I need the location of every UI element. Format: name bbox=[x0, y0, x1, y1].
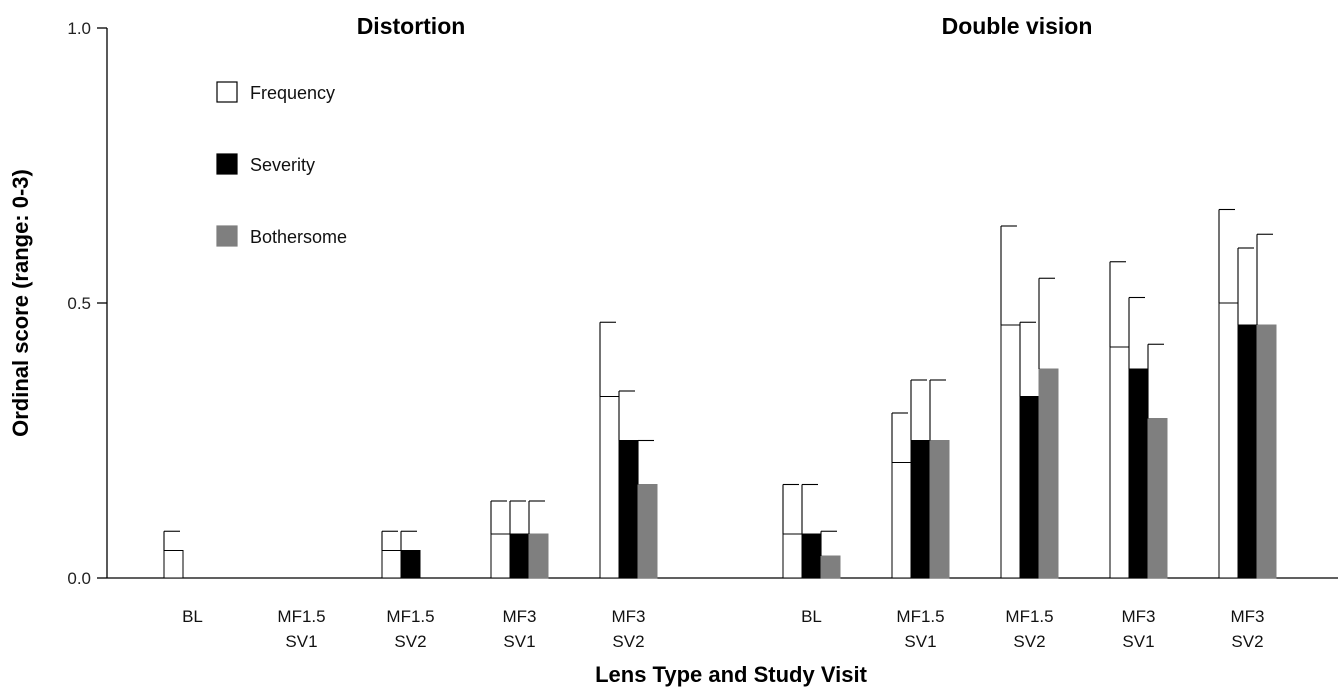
x-tick-label: SV2 bbox=[1013, 632, 1045, 651]
x-tick-label: SV2 bbox=[612, 632, 644, 651]
x-tick-label: SV1 bbox=[904, 632, 936, 651]
legend-label-severity: Severity bbox=[250, 155, 315, 175]
bars bbox=[163, 208, 1277, 579]
bar-distortion-frequency bbox=[599, 396, 620, 579]
bar-double-vision-bothersome bbox=[929, 440, 950, 579]
bar-distortion-bothersome bbox=[528, 533, 549, 579]
bar-double-vision-bothersome bbox=[1256, 324, 1277, 579]
x-tick-label: BL bbox=[801, 607, 822, 626]
x-tick-label: MF3 bbox=[503, 607, 537, 626]
bar-distortion-frequency bbox=[381, 550, 402, 579]
panel-title-double-vision: Double vision bbox=[942, 13, 1093, 39]
bar-double-vision-frequency bbox=[1000, 324, 1021, 579]
y-axis: 0.0 0.5 1.0 bbox=[67, 19, 108, 588]
y-tick-label: 0.0 bbox=[67, 569, 91, 588]
x-tick-label: SV1 bbox=[503, 632, 535, 651]
x-axis: BL MF1.5 SV1 MF1.5 SV2 MF3 SV1 MF3 SV2 BL MF1.5 SV1… bbox=[107, 577, 1338, 651]
bar-double-vision-frequency bbox=[891, 462, 912, 579]
y-tick-label: 1.0 bbox=[67, 19, 91, 38]
x-tick-label: BL bbox=[182, 607, 203, 626]
x-tick-label: SV1 bbox=[1122, 632, 1154, 651]
bar-distortion-severity bbox=[400, 550, 421, 579]
x-tick-label: MF1.5 bbox=[277, 607, 325, 626]
bar-distortion-bothersome bbox=[637, 484, 658, 579]
x-tick-label: MF1.5 bbox=[896, 607, 944, 626]
bar-double-vision-severity bbox=[1128, 368, 1149, 579]
x-tick-label: MF3 bbox=[612, 607, 646, 626]
bar-double-vision-frequency bbox=[1109, 346, 1130, 579]
panel-title-distortion: Distortion bbox=[357, 13, 466, 39]
legend-swatch-frequency bbox=[216, 81, 238, 103]
x-tick-label: MF1.5 bbox=[386, 607, 434, 626]
bar-double-vision-frequency bbox=[1218, 302, 1239, 579]
bar-double-vision-bothersome bbox=[1038, 368, 1059, 579]
x-tick-label: MF3 bbox=[1122, 607, 1156, 626]
y-tick-label: 0.5 bbox=[67, 294, 91, 313]
bar-double-vision-bothersome bbox=[820, 555, 841, 579]
bar-double-vision-severity bbox=[910, 440, 931, 579]
y-axis-label: Ordinal score (range: 0-3) bbox=[8, 169, 33, 437]
legend-swatch-severity bbox=[216, 153, 238, 175]
bar-double-vision-frequency bbox=[782, 533, 803, 579]
x-tick-label: MF3 bbox=[1231, 607, 1265, 626]
x-tick-label: SV2 bbox=[394, 632, 426, 651]
legend-swatch-bothersome bbox=[216, 225, 238, 247]
bar-double-vision-severity bbox=[1237, 324, 1258, 579]
bar-distortion-frequency bbox=[490, 533, 511, 579]
legend-label-bothersome: Bothersome bbox=[250, 227, 347, 247]
x-tick-label: SV1 bbox=[285, 632, 317, 651]
x-axis-label: Lens Type and Study Visit bbox=[595, 662, 867, 687]
bar-double-vision-severity bbox=[1019, 396, 1040, 579]
bar-distortion-severity bbox=[509, 533, 530, 579]
bar-double-vision-severity bbox=[801, 533, 822, 579]
legend-label-frequency: Frequency bbox=[250, 83, 335, 103]
bar-double-vision-bothersome bbox=[1147, 418, 1168, 579]
x-tick-label: SV2 bbox=[1231, 632, 1263, 651]
x-tick-label: MF1.5 bbox=[1005, 607, 1053, 626]
bar-distortion-frequency bbox=[163, 550, 184, 579]
legend: Frequency Severity Bothersome bbox=[216, 81, 347, 247]
bar-distortion-severity bbox=[618, 440, 639, 579]
